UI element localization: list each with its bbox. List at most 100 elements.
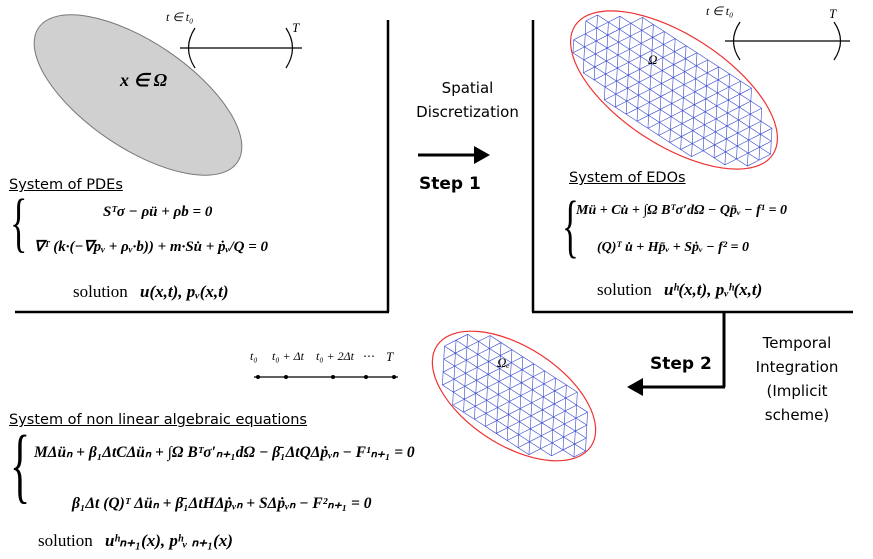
mesh-edge [543,396,555,405]
mesh-edge [520,382,522,396]
mesh-edge [464,393,476,400]
temporal-integration-label: Temporal Integration (Implicit scheme) [732,331,862,427]
mesh-edge [454,353,456,367]
mesh-edge [518,421,520,435]
mesh-edge [533,363,545,372]
nonlinear-solution: solution uʰₙ₊₁(x), pʰᵥ ₙ₊₁(x) [38,531,233,551]
mesh-edge [443,346,445,360]
mesh-edge [670,110,683,117]
mesh-edge [714,131,716,145]
mesh-edge [660,83,662,97]
timeline-T: T [386,349,394,364]
mesh-edge [477,348,490,355]
mesh-edge [466,347,479,355]
mesh-edge [738,119,750,128]
pdes-solution-terms: u(x,t), pᵥ(x,t) [140,282,229,301]
mesh-edge [696,65,708,74]
mesh-edge [463,411,475,420]
mesh-edge [541,409,543,423]
mesh-edge [574,418,577,432]
mesh-edge [651,37,653,51]
mesh-edge [531,389,533,403]
mesh-edge [474,400,487,407]
mesh-edge [669,129,671,143]
timeline [254,375,398,379]
mesh-edge [670,116,672,130]
mesh-edge [626,100,638,109]
mesh-edge [691,130,694,144]
mesh-edge [564,410,566,425]
mesh-edge [629,43,642,50]
mesh-edge [551,442,553,456]
mesh-edge [674,45,687,52]
mesh-edge [685,45,698,54]
mesh-edge [736,133,739,147]
mesh-edge [552,416,554,430]
mesh-edge [702,137,705,151]
mesh-edge [736,158,748,167]
mesh-edge [705,111,717,120]
mesh-edge [651,44,664,51]
mesh-edge [637,107,649,116]
mesh-edge [542,403,555,411]
mesh-edge [663,31,665,45]
mesh-edge [694,104,706,113]
mesh-edge [692,143,704,151]
edos-equation-2: (Q)ᵀ u̇ + Hp̄ᵥ + Sṗᵥ − f² = 0 [597,240,749,255]
mesh-edge [738,107,740,121]
mesh-edge [564,404,577,412]
mesh-edge [747,152,760,161]
mesh-edge [585,20,597,29]
mesh-edge [596,21,609,29]
mesh-edge [648,102,650,116]
mesh-edge [660,90,673,97]
mesh-edge [497,394,499,408]
mesh-edge [555,377,567,386]
pdes-equation-2: ∇ᵀ (k·(−∇pᵥ + ρᵥ·b)) + m·Su̇ + ṗᵥ/Q = 0 [34,239,268,255]
mesh-edge [444,339,457,347]
step2-label: Step 2 [650,354,712,374]
mesh-edge [693,117,705,126]
mesh-edge [652,37,664,45]
mesh-edge [466,341,479,348]
mesh-edge [627,87,639,96]
mesh-edge [724,158,737,166]
mesh-edge [672,64,675,78]
mesh-edge [692,137,704,144]
mesh-edge [760,108,763,122]
mesh-edge [606,47,619,56]
mesh-label-bottom: Ωₑ [497,355,510,370]
mesh-edge [585,14,598,22]
mesh-edge [750,88,752,102]
domain-ellipse [33,14,243,176]
mesh-edge [615,87,628,95]
mesh-edge [650,63,652,77]
mesh-edge [707,59,719,68]
mesh-edge [562,449,575,458]
mesh-edge [509,401,521,409]
mesh-edge [617,67,629,76]
mesh-edge [658,135,670,143]
mesh-edge [497,401,510,408]
mesh-edge [476,380,488,388]
mesh-edge [641,30,653,38]
mesh-edge [664,31,676,39]
edos-solution: solution uʰ(x,t), pᵥʰ(x,t) [597,280,762,300]
mesh-edge [694,91,707,100]
mesh-edge [704,118,717,126]
mesh-edge [542,396,544,410]
mesh-edge [627,82,640,89]
mesh-edge [496,433,508,441]
mesh-edge [466,334,468,348]
mesh-edge [520,389,533,396]
mesh-edge [543,383,556,392]
mesh-edge [681,130,694,137]
mesh-edge [617,48,630,56]
mesh-edge [618,35,631,43]
mesh-edge [474,406,487,414]
mesh-edge [713,151,726,159]
mesh-edge [684,58,686,72]
mesh-edge [649,83,662,90]
mesh-edge [452,398,465,406]
mesh-edge [647,122,660,129]
